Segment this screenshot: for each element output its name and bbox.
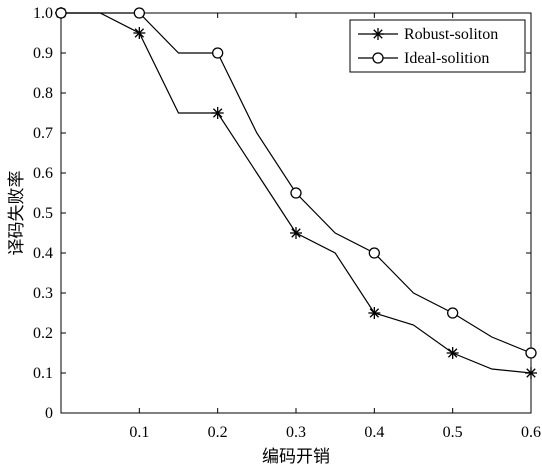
- plot-border: [60, 12, 532, 414]
- y-tick-label-9: 0.9: [33, 45, 53, 62]
- series-0-point-2: [211, 107, 224, 119]
- y-tick-label-5: 0.5: [33, 205, 53, 222]
- series-1-point-3: [290, 187, 302, 199]
- y-axis-title: 译码失败率: [7, 171, 27, 256]
- tick-labels: 0.1 0.2 0.3 0.4 0.5 0.6 0 0.1 0.2 0.3 0.4 0.5 0.6 0.7…: [33, 5, 541, 441]
- x-tick-label-3: 0.4: [364, 424, 384, 441]
- series-1-point-2: [212, 47, 224, 59]
- plot-frame: [60, 12, 532, 414]
- series-1-point-1: [133, 7, 145, 19]
- series-0-point-1: [133, 27, 146, 39]
- legend: Robust-soliton Ideal-solition: [349, 19, 526, 73]
- series-markers: [55, 7, 537, 379]
- series-1-point-0: [55, 7, 67, 19]
- x-tick-label-0: 0.1: [129, 424, 149, 441]
- x-tick-label-2: 0.3: [286, 424, 306, 441]
- y-tick-label-6: 0.6: [33, 165, 53, 182]
- x-tick-label-5: 0.6: [521, 424, 541, 441]
- y-tick-label-0: 0: [45, 405, 53, 422]
- y-tick-label-1: 0.1: [33, 365, 53, 382]
- legend-label-0: Robust-soliton: [404, 26, 498, 43]
- series-1-point-4: [368, 247, 380, 259]
- x-tick-label-1: 0.2: [208, 424, 228, 441]
- series-1-point-5: [447, 307, 459, 319]
- y-tick-label-3: 0.3: [33, 285, 53, 302]
- series-0-point-5: [446, 347, 459, 359]
- legend-label-1: Ideal-solition: [404, 50, 489, 67]
- legend-marker-1: [372, 52, 384, 64]
- series-0-point-4: [368, 307, 381, 319]
- series-0-point-3: [290, 227, 302, 239]
- x-tick-label-4: 0.5: [443, 424, 463, 441]
- y-tick-label-10: 1.0: [33, 5, 53, 22]
- y-tick-label-2: 0.2: [33, 325, 53, 342]
- legend-marker-0: [372, 28, 384, 40]
- x-axis-title: 编码开销: [262, 447, 330, 467]
- series-1-point-6: [525, 347, 537, 359]
- y-tick-label-4: 0.4: [33, 245, 53, 262]
- series-0-point-6: [525, 367, 537, 379]
- y-tick-label-8: 0.8: [33, 85, 53, 102]
- axis-ticks: [61, 12, 532, 414]
- y-tick-label-7: 0.7: [33, 125, 53, 142]
